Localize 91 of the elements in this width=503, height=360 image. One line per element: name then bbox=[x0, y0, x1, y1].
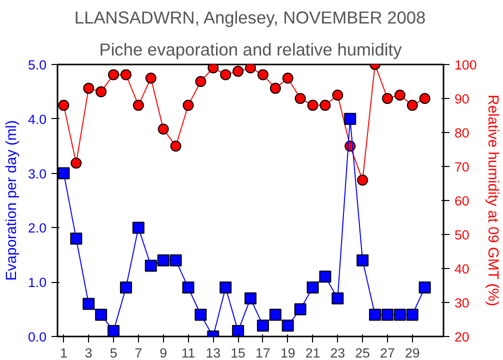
point bbox=[369, 308, 382, 321]
point bbox=[120, 69, 132, 80]
y2-tick-label: 40 bbox=[454, 262, 470, 276]
y2-tick-label: 50 bbox=[454, 228, 470, 242]
point bbox=[245, 64, 256, 74]
point bbox=[320, 100, 331, 111]
point bbox=[244, 292, 256, 304]
point bbox=[294, 303, 306, 316]
point bbox=[220, 282, 232, 294]
point bbox=[307, 100, 318, 111]
x-tick-label: 7 bbox=[134, 346, 142, 360]
x-tick-label: 27 bbox=[380, 346, 395, 360]
y-tick-label: 2.0 bbox=[28, 220, 47, 236]
y2-tick-label: 100 bbox=[454, 58, 477, 72]
y2-tick-label: 80 bbox=[454, 126, 470, 140]
point bbox=[269, 308, 282, 321]
point bbox=[256, 320, 269, 332]
x-tick-label: 19 bbox=[280, 346, 296, 360]
x-tick-label: 3 bbox=[84, 346, 92, 360]
y-tick-label: 3.0 bbox=[28, 166, 47, 182]
y2-tick-label: 90 bbox=[454, 92, 470, 106]
point bbox=[419, 93, 430, 104]
x-tick-label: 11 bbox=[181, 346, 196, 360]
y2-tick-label: 70 bbox=[454, 160, 470, 174]
x-tick-label: 17 bbox=[256, 346, 270, 360]
point bbox=[194, 308, 207, 321]
y-axis-title: Evaporation per day (ml) bbox=[4, 120, 20, 281]
point bbox=[406, 100, 418, 111]
point bbox=[182, 282, 194, 294]
point bbox=[344, 112, 356, 125]
point bbox=[357, 174, 368, 186]
y-tick-label: 5.0 bbox=[28, 58, 47, 72]
point bbox=[394, 308, 406, 321]
point bbox=[232, 66, 244, 77]
point bbox=[332, 90, 344, 101]
point bbox=[70, 232, 82, 245]
point bbox=[294, 93, 306, 104]
point bbox=[319, 270, 332, 283]
y2-tick-label: 60 bbox=[454, 194, 470, 208]
point bbox=[96, 86, 107, 98]
x-tick-label: 23 bbox=[330, 346, 346, 360]
x-tick-label: 15 bbox=[230, 346, 246, 360]
point bbox=[282, 320, 294, 332]
x-tick-label: 29 bbox=[404, 346, 420, 360]
y-tick-label: 0.0 bbox=[28, 330, 47, 344]
y-tick-label: 4.0 bbox=[28, 112, 47, 127]
point bbox=[381, 308, 394, 321]
point bbox=[83, 82, 94, 94]
point bbox=[257, 69, 268, 80]
point bbox=[70, 158, 82, 169]
x-tick-label: 21 bbox=[305, 346, 320, 360]
point bbox=[58, 100, 70, 111]
point bbox=[145, 72, 156, 84]
chart-title: LLANSADWRN, Anglesey, NOVEMBER 2008 bbox=[74, 8, 426, 28]
point bbox=[418, 282, 431, 294]
y-tick-label: 1.0 bbox=[28, 275, 47, 290]
point bbox=[195, 76, 206, 87]
x-tick-label: 13 bbox=[206, 346, 221, 360]
point bbox=[382, 93, 393, 104]
point bbox=[394, 90, 406, 101]
x-tick-label: 5 bbox=[110, 346, 118, 360]
point bbox=[120, 282, 132, 294]
point bbox=[108, 325, 120, 336]
point bbox=[132, 100, 144, 111]
y2-tick-label: 30 bbox=[454, 296, 470, 310]
point bbox=[82, 298, 95, 310]
point bbox=[170, 254, 182, 266]
point bbox=[270, 82, 281, 94]
point bbox=[282, 72, 294, 84]
x-tick-label: 25 bbox=[355, 346, 370, 360]
x-tick-label: 9 bbox=[160, 346, 168, 360]
y2-axis-title: Relative humidity at 09 GMT (%) bbox=[484, 94, 501, 306]
point bbox=[208, 64, 219, 74]
y2-tick-label: 20 bbox=[454, 330, 470, 344]
point bbox=[158, 124, 169, 135]
point bbox=[406, 308, 418, 321]
x-tick-label: 1 bbox=[60, 346, 68, 360]
point bbox=[170, 140, 182, 152]
point bbox=[220, 69, 232, 80]
point bbox=[332, 292, 344, 304]
point bbox=[144, 260, 157, 272]
point bbox=[108, 69, 120, 80]
point bbox=[182, 100, 194, 111]
point bbox=[306, 282, 319, 294]
chart-subtitle: Piche evaporation and relative humidity bbox=[99, 40, 402, 60]
point bbox=[132, 222, 144, 234]
point bbox=[157, 254, 170, 266]
point bbox=[95, 308, 108, 321]
point bbox=[356, 254, 369, 266]
point bbox=[232, 325, 244, 336]
point bbox=[58, 167, 70, 180]
